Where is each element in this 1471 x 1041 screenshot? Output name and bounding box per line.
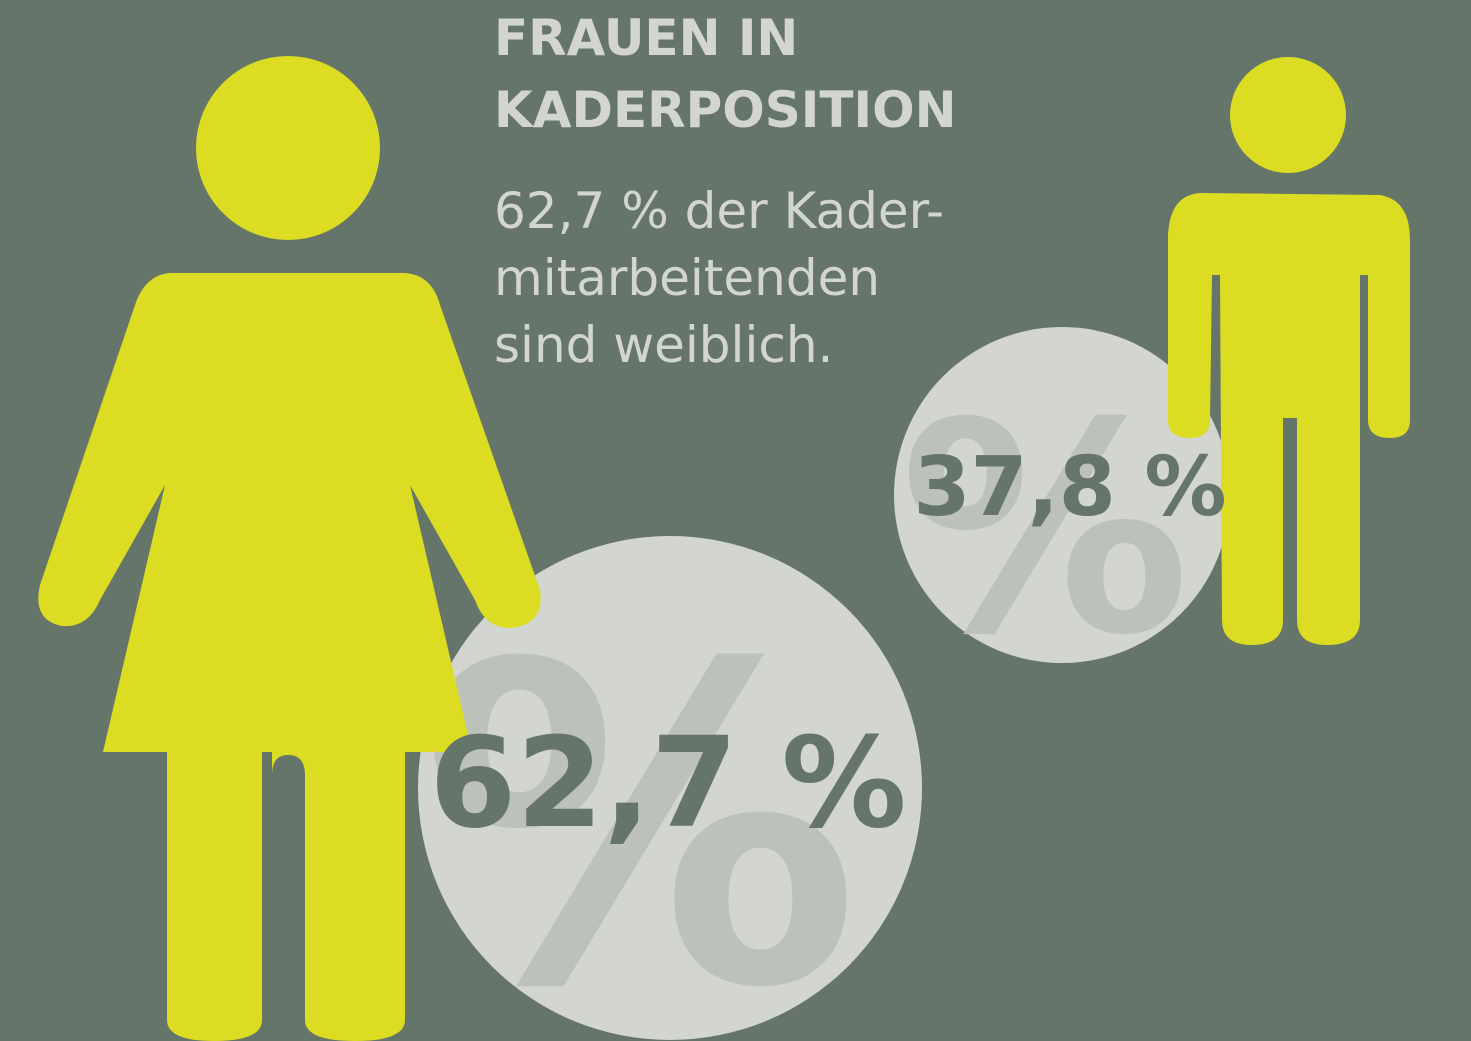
big-circle <box>418 536 922 1040</box>
watermark-small: % <box>900 362 1191 699</box>
woman-icon <box>38 56 541 1041</box>
man-icon <box>1168 57 1410 645</box>
body-line: mitarbeitenden <box>494 249 880 307</box>
women-stat: 62,7 % <box>429 711 906 856</box>
title-line: KADERPOSITION <box>494 81 956 139</box>
title-line: FRAUEN IN <box>494 9 798 67</box>
watermark-big: % <box>420 572 861 1041</box>
men-stat: 37,8 % <box>913 440 1226 535</box>
body-line: sind weiblich. <box>494 316 833 374</box>
small-circle <box>894 327 1230 663</box>
body-line: 62,7 % der Kader- <box>494 182 944 240</box>
